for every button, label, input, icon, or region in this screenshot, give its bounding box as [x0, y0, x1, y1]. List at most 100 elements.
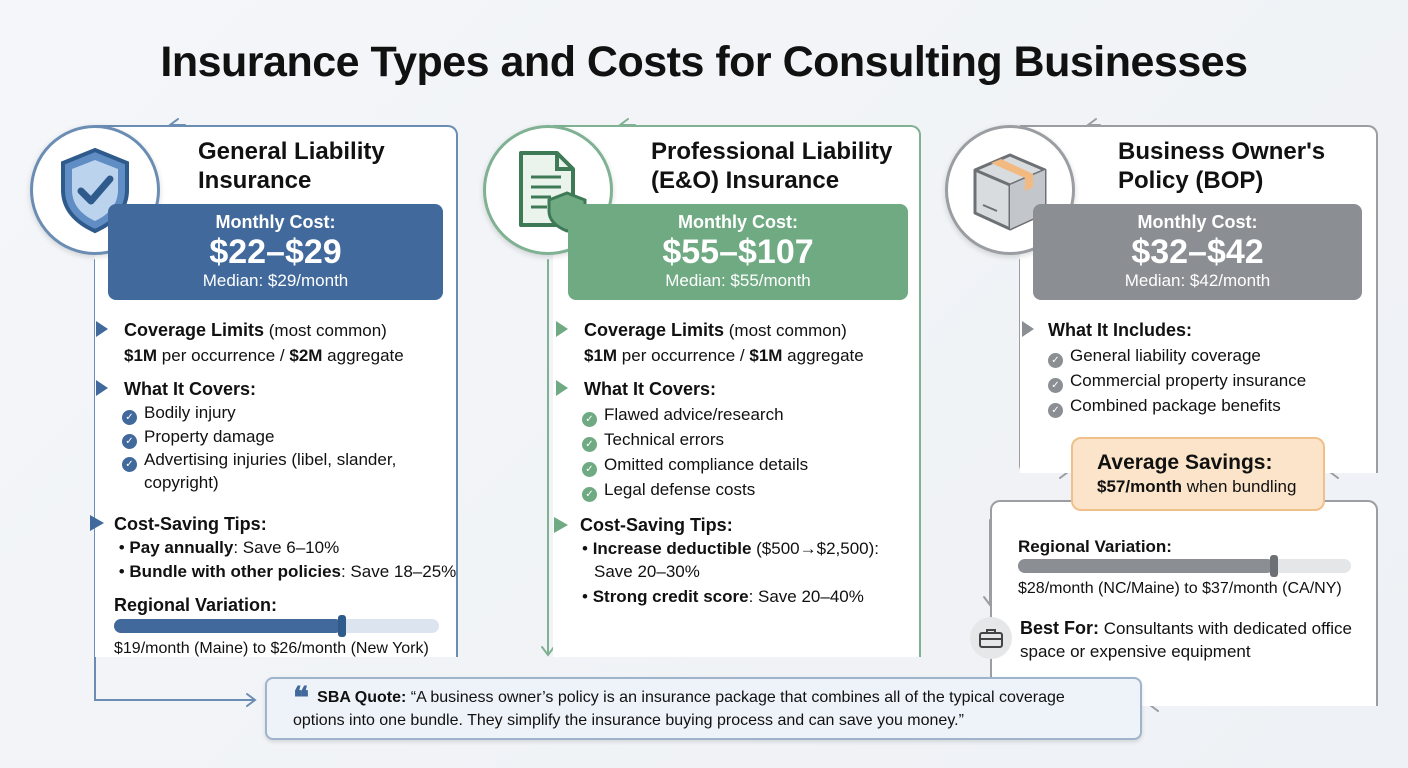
list-item: ✓ Advertising injuries (libel, slander, c… — [122, 449, 424, 493]
check-icon: ✓ — [582, 412, 597, 427]
cost-label: Monthly Cost: — [1137, 212, 1258, 232]
card-title: General Liability Insurance — [198, 138, 385, 194]
check-icon: ✓ — [582, 437, 597, 452]
tip-bold: Pay annually — [129, 538, 234, 557]
item-text: Omitted compliance details — [604, 455, 809, 474]
tip-bold: Increase deductible — [592, 539, 752, 558]
list-item: ✓ Combined package benefits — [1048, 393, 1306, 418]
cost-median: Median: $29/month — [202, 271, 349, 290]
limits-note: (most common) — [724, 321, 847, 340]
check-icon: ✓ — [1048, 378, 1063, 393]
list-item: ✓ Legal defense costs — [582, 477, 808, 502]
regional-text: $19/month (Maine) to $26/month (New York… — [114, 640, 429, 657]
tip-item: • Increase deductible ($500→$2,500): Sav… — [582, 539, 880, 581]
coverage-limits: Coverage Limits (most common) $1M per oc… — [584, 318, 864, 368]
average-savings-box: Average Savings: $57/month when bundling — [1071, 437, 1325, 511]
savings-text: when bundling — [1182, 477, 1297, 496]
briefcase-icon — [970, 617, 1012, 659]
what-it-covers: What It Covers: ✓ Bodily injury ✓ Property… — [122, 377, 424, 493]
tip-item: • Bundle with other policies: Save 18–25… — [114, 562, 457, 581]
what-it-covers: What It Covers: ✓ Flawed advice/research … — [582, 377, 808, 502]
check-icon: ✓ — [582, 487, 597, 502]
limit-d: aggregate — [322, 346, 404, 365]
covers-heading: What It Covers: — [584, 379, 717, 399]
item-text: General liability coverage — [1070, 346, 1261, 365]
limits-heading: Coverage Limits — [584, 320, 725, 340]
cost-label: Monthly Cost: — [215, 212, 336, 232]
tip-item: • Pay annually: Save 6–10% — [114, 538, 340, 557]
item-text: Flawed advice/research — [604, 405, 784, 424]
item-text: Property damage — [144, 427, 275, 446]
list-item: ✓ Commercial property insurance — [1048, 368, 1306, 393]
tip-bold: Strong credit score — [592, 587, 749, 606]
monthly-cost-box: Monthly Cost: $22–$29 Median: $29/month — [108, 204, 443, 300]
tips-heading: Cost-Saving Tips: — [114, 514, 267, 534]
monthly-cost-box: Monthly Cost: $32–$42 Median: $42/month — [1033, 204, 1362, 300]
item-text: Legal defense costs — [604, 480, 756, 499]
bullet-arrow-icon — [96, 321, 108, 337]
monthly-cost-box: Monthly Cost: $55–$107 Median: $55/month — [568, 204, 908, 300]
limit-a: $1M — [584, 346, 618, 365]
quote-label: SBA Quote: — [317, 689, 407, 706]
tips-heading: Cost-Saving Tips: — [580, 515, 733, 535]
item-text: Commercial property insurance — [1070, 371, 1307, 390]
bullet-arrow-icon — [1022, 321, 1034, 337]
bullet-arrow-icon — [556, 321, 568, 337]
card-title: Business Owner's Policy (BOP) — [1118, 138, 1326, 194]
item-text: Technical errors — [604, 430, 724, 449]
sba-quote-box: ❝ SBA Quote: “A business owner’s policy i… — [265, 677, 1142, 740]
savings-heading: Average Savings: — [1097, 451, 1273, 474]
check-icon: ✓ — [122, 457, 137, 472]
quote-mark-icon: ❝ — [293, 682, 310, 715]
item-text: Combined package benefits — [1070, 396, 1281, 415]
coverage-limits: Coverage Limits (most common) $1M per oc… — [124, 318, 404, 368]
cost-label: Monthly Cost: — [678, 212, 798, 232]
quote-text: “A business owner’s policy is an insuran… — [293, 689, 1065, 729]
check-icon: ✓ — [122, 410, 137, 425]
limit-b: per occurrence / — [157, 346, 290, 365]
card-title: Professional Liability (E&O) Insurance — [651, 138, 893, 194]
bullet-arrow-icon — [96, 380, 108, 396]
tip-text: : Save 18–25% — [340, 562, 457, 581]
cost-value: $55–$107 — [662, 233, 814, 271]
covers-heading: What It Covers: — [124, 379, 257, 399]
regional-variation-bar — [1018, 559, 1351, 573]
regional-text: $28/month (NC/Maine) to $37/month (CA/NY… — [1018, 580, 1342, 597]
regional-variation-bar — [114, 619, 439, 633]
tip-text: : Save 6–10% — [233, 538, 340, 557]
cost-saving-tips: Cost-Saving Tips: • Increase deductible … — [580, 514, 900, 608]
best-for: Best For: Consultants with dedicated off… — [1020, 617, 1365, 663]
item-text: Advertising injuries (libel, slander, co… — [144, 450, 397, 492]
limit-b: per occurrence / — [617, 346, 750, 365]
best-for-heading: Best For: — [1020, 618, 1100, 638]
list-item: ✓ Flawed advice/research — [582, 402, 808, 427]
check-icon: ✓ — [1048, 403, 1063, 418]
regional-heading: Regional Variation: — [1018, 537, 1172, 556]
best-for-text: Consultants with dedicated office space … — [1020, 619, 1352, 661]
list-item: ✓ Property damage — [122, 425, 424, 449]
regional-bar-marker — [337, 615, 346, 637]
item-text: Bodily injury — [144, 403, 236, 422]
tip-text: ($500→$2,500): Save 20–30% — [594, 539, 880, 581]
what-it-includes: What It Includes: ✓ General liability cov… — [1048, 318, 1306, 418]
cost-value: $22–$29 — [209, 233, 342, 271]
tip-item: • Strong credit score: Save 20–40% — [582, 587, 864, 606]
tip-text: : Save 20–40% — [748, 587, 864, 606]
cost-median: Median: $55/month — [665, 271, 811, 290]
list-item: ✓ Technical errors — [582, 427, 808, 452]
cost-value: $32–$42 — [1131, 233, 1264, 271]
includes-heading: What It Includes: — [1048, 320, 1192, 340]
list-item: ✓ Omitted compliance details — [582, 452, 808, 477]
bullet-arrow-icon — [556, 380, 568, 396]
tip-bold: Bundle with other policies — [129, 562, 341, 581]
limits-note: (most common) — [264, 321, 387, 340]
regional-bar-marker — [1270, 555, 1279, 577]
list-item: ✓ Bodily injury — [122, 401, 424, 425]
savings-amount: $57/month — [1097, 477, 1183, 496]
regional-bar-fill — [114, 619, 342, 633]
regional-bar-fill — [1018, 559, 1275, 573]
cost-median: Median: $42/month — [1124, 271, 1271, 290]
limit-c: $2M — [289, 346, 323, 365]
limit-d: aggregate — [782, 346, 864, 365]
bullet-arrow-icon — [554, 517, 568, 533]
